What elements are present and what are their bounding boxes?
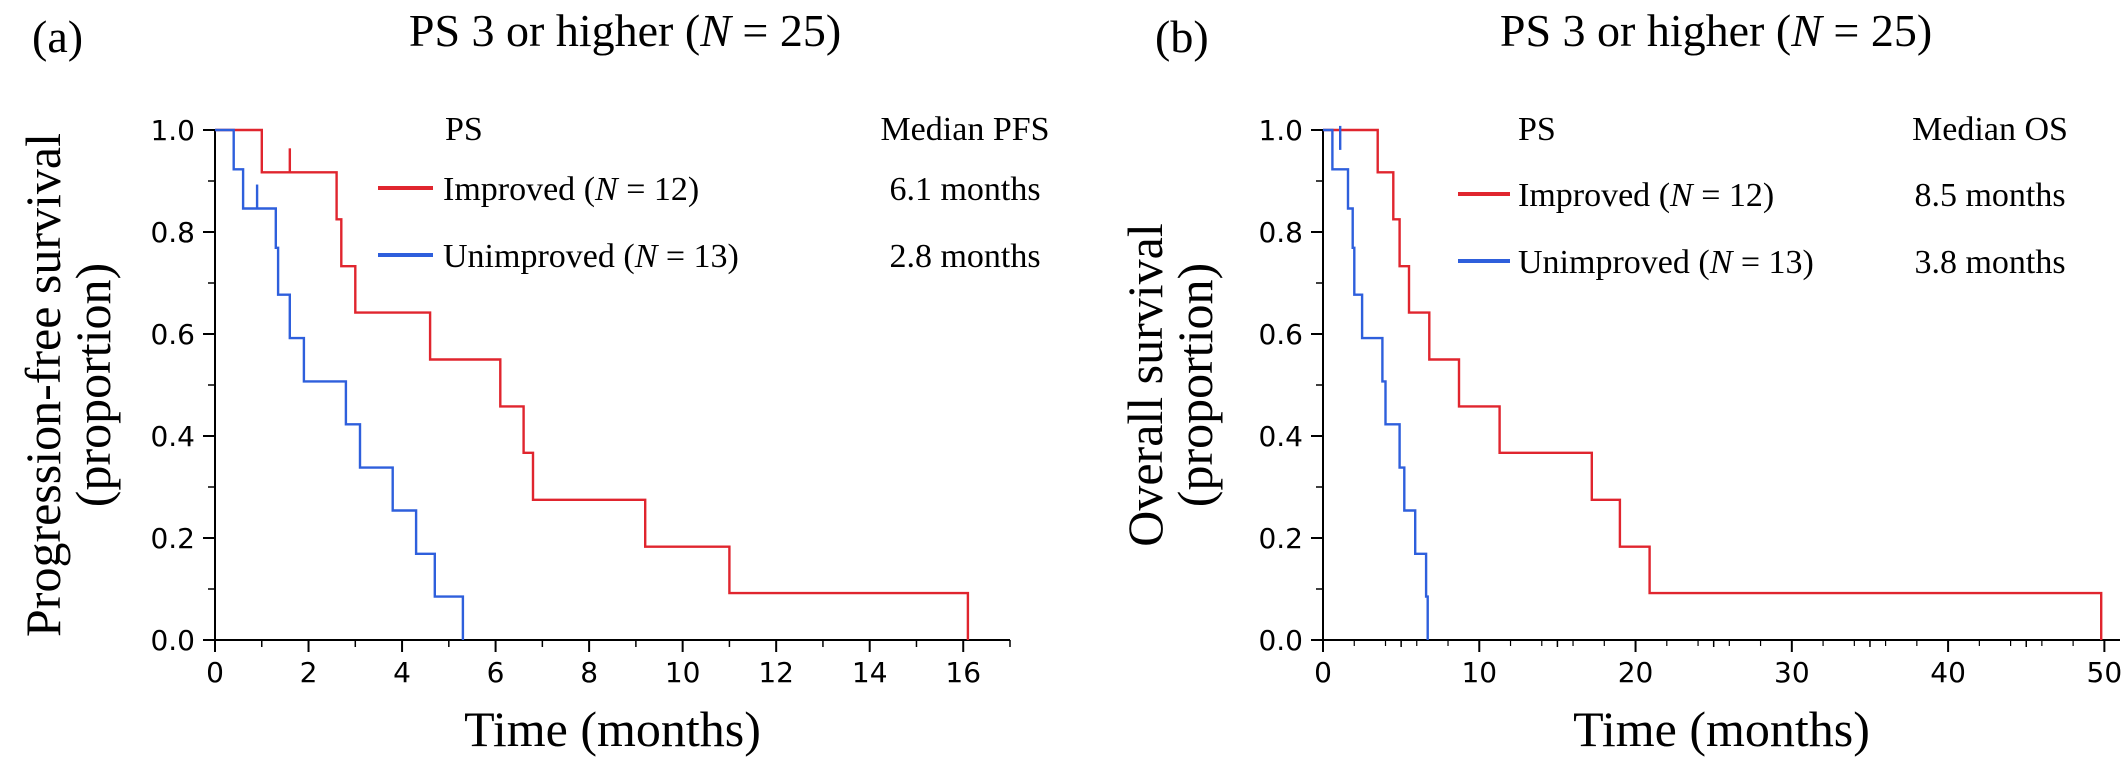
legend-header-group: PS xyxy=(445,111,483,148)
legend-label-improved: Improved (N = 12) xyxy=(443,171,699,208)
x-tick-label: 8 xyxy=(580,656,598,689)
y-tick-label: 0.2 xyxy=(1258,522,1303,555)
x-tick-label: 0 xyxy=(206,656,224,689)
legend-median-unimproved: 3.8 months xyxy=(1914,244,2065,281)
y-tick-label: 0.0 xyxy=(1258,624,1303,657)
y-axis-label: Progression-free survival xyxy=(15,133,71,637)
x-tick-label: 14 xyxy=(852,656,888,689)
y-tick-label: 0.0 xyxy=(150,624,195,657)
x-axis-label: Time (months) xyxy=(1573,701,1870,757)
series-line-improved xyxy=(215,128,970,640)
x-tick-label: 16 xyxy=(945,656,981,689)
legend-median-unimproved: 2.8 months xyxy=(889,238,1040,275)
x-axis-label: Time (months) xyxy=(464,701,761,757)
x-tick-label: 6 xyxy=(487,656,505,689)
series-line-improved xyxy=(1323,128,2103,640)
x-tick-label: 20 xyxy=(1618,656,1654,689)
y-tick-label: 1.0 xyxy=(150,114,195,147)
y-tick-label: 0.4 xyxy=(150,420,195,453)
x-tick-label: 0 xyxy=(1314,656,1332,689)
x-tick-label: 2 xyxy=(300,656,318,689)
x-tick-label: 12 xyxy=(758,656,794,689)
y-tick-label: 1.0 xyxy=(1258,114,1303,147)
x-tick-label: 30 xyxy=(1774,656,1810,689)
y-axis-label-line2: (proportion) xyxy=(65,263,121,507)
legend-label-unimproved: Unimproved (N = 13) xyxy=(443,238,739,275)
legend-label-unimproved: Unimproved (N = 13) xyxy=(1518,244,1814,281)
y-tick-label: 0.8 xyxy=(150,216,195,249)
legend-median-improved: 6.1 months xyxy=(889,171,1040,208)
chart-title: PS 3 or higher (N = 25) xyxy=(409,5,841,56)
legend: PS Median OS Improved (N = 12) 8.5 months Un… xyxy=(1458,111,2068,281)
y-tick-label: 0.6 xyxy=(150,318,195,351)
panel-label: (a) xyxy=(32,11,83,62)
y-tick-label: 0.4 xyxy=(1258,420,1303,453)
y-tick-label: 0.8 xyxy=(1258,216,1303,249)
y-tick-label: 0.2 xyxy=(150,522,195,555)
series-line-unimproved xyxy=(215,128,465,640)
km-panel-b: (b) PS 3 or higher (N = 25) 0.0 0.2 0.4 0.6 0.… xyxy=(1117,5,2122,757)
series-line-unimproved xyxy=(1323,128,1429,640)
legend-header-group: PS xyxy=(1518,111,1556,148)
y-axis-label-line2: (proportion) xyxy=(1167,263,1223,507)
x-tick-label: 4 xyxy=(393,656,411,689)
chart-title: PS 3 or higher (N = 25) xyxy=(1500,5,1932,56)
legend-label-improved: Improved (N = 12) xyxy=(1518,177,1774,214)
km-panel-a: (a) PS 3 or higher (N = 25) 0.0 0.2 0.4 0.6 0.… xyxy=(15,5,1050,757)
y-axis-label: Overall survival xyxy=(1117,223,1173,547)
x-tick-label: 10 xyxy=(665,656,701,689)
legend-header-median: Median OS xyxy=(1912,111,2068,148)
y-tick-label: 0.6 xyxy=(1258,318,1303,351)
x-tick-label: 40 xyxy=(1930,656,1966,689)
legend-median-improved: 8.5 months xyxy=(1914,177,2065,214)
panel-label: (b) xyxy=(1155,11,1209,62)
x-tick-label: 10 xyxy=(1461,656,1497,689)
x-tick-label: 50 xyxy=(2087,656,2123,689)
legend-header-median: Median PFS xyxy=(880,111,1049,148)
legend: PS Median PFS Improved (N = 12) 6.1 months U… xyxy=(378,111,1050,275)
